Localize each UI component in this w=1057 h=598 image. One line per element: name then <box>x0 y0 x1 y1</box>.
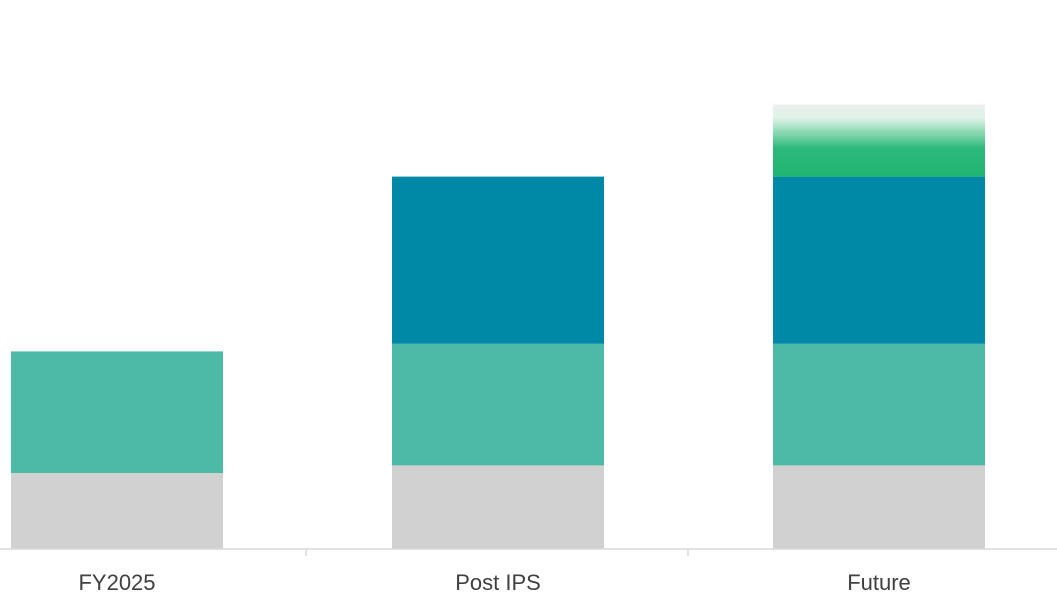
bars-group <box>11 104 985 549</box>
x-tick-label-post-ips: Post IPS <box>455 570 541 595</box>
x-axis-ticks <box>305 549 689 556</box>
bar-segment-fy2025-series-2 <box>11 351 223 473</box>
bar-segment-fy2025-series-1 <box>11 473 223 549</box>
x-tick-label-fy2025: FY2025 <box>78 570 155 595</box>
x-axis-labels: FY2025 Post IPS Future <box>78 570 910 595</box>
x-tick-label-future: Future <box>847 570 911 595</box>
bar-segment-future-series-4 <box>773 104 985 177</box>
bar-segment-post-ips-series-3 <box>392 176 604 344</box>
bar-segment-post-ips-series-2 <box>392 343 604 466</box>
bar-segment-future-series-3 <box>773 176 985 344</box>
bar-segment-post-ips-series-1 <box>392 465 604 549</box>
bar-segment-future-series-2 <box>773 343 985 466</box>
bar-segment-future-series-1 <box>773 465 985 549</box>
